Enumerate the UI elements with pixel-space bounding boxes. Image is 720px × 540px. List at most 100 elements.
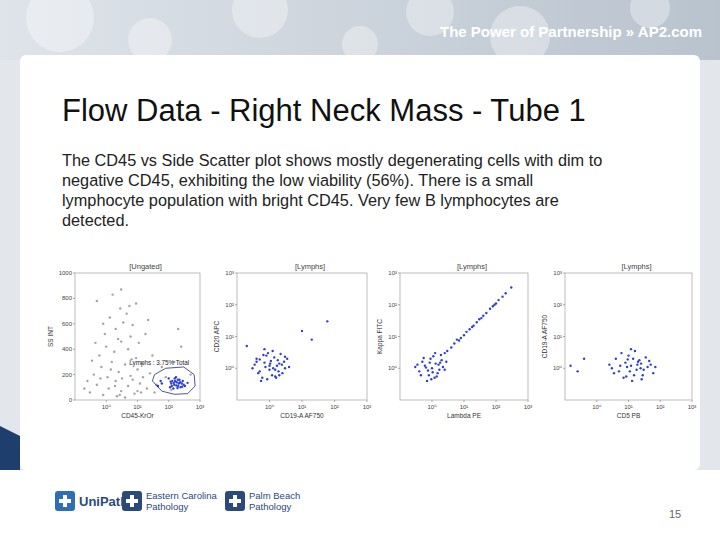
event-point bbox=[94, 342, 96, 344]
event-point bbox=[301, 330, 303, 332]
event-point bbox=[122, 321, 124, 323]
event-point bbox=[102, 394, 104, 396]
event-point bbox=[453, 342, 455, 344]
event-point bbox=[440, 354, 442, 356]
y-tick bbox=[398, 368, 400, 369]
y-tick-label: 10¹ bbox=[388, 334, 397, 340]
plot-3: 10⁰10¹10²10³10⁰10¹10²10³[Lymphs]Lambda P… bbox=[376, 262, 533, 419]
event-point bbox=[445, 361, 447, 363]
event-point bbox=[255, 361, 257, 363]
event-point bbox=[625, 375, 627, 377]
event-point bbox=[272, 367, 274, 369]
event-point bbox=[93, 373, 95, 375]
event-point bbox=[652, 372, 654, 374]
event-point bbox=[276, 365, 278, 367]
event-point bbox=[270, 360, 272, 362]
event-point bbox=[91, 359, 93, 361]
event-point bbox=[569, 365, 571, 367]
event-point bbox=[119, 394, 121, 396]
event-point bbox=[173, 382, 175, 384]
event-point bbox=[100, 366, 102, 368]
event-point bbox=[274, 375, 276, 377]
event-point bbox=[640, 362, 642, 364]
y-tick-label: 10¹ bbox=[225, 334, 234, 340]
event-point bbox=[274, 369, 276, 371]
event-point bbox=[114, 385, 116, 387]
event-point bbox=[259, 358, 261, 360]
event-point bbox=[429, 361, 431, 363]
y-tick bbox=[73, 298, 75, 299]
event-point bbox=[271, 350, 273, 352]
event-point bbox=[476, 321, 478, 323]
event-point bbox=[311, 338, 313, 340]
y-tick-label: 1000 bbox=[59, 270, 73, 276]
y-tick bbox=[398, 336, 400, 337]
x-tick-label: 10⁰ bbox=[265, 404, 275, 410]
y-tick-label: 10³ bbox=[225, 270, 234, 276]
event-point bbox=[613, 372, 615, 374]
event-point bbox=[444, 369, 446, 371]
event-point bbox=[425, 366, 427, 368]
tagline: The Power of Partnership » AP2.com bbox=[440, 23, 702, 40]
event-point bbox=[416, 363, 418, 365]
event-point bbox=[161, 366, 163, 368]
slide-title: Flow Data - Right Neck Mass - Tube 1 bbox=[62, 93, 586, 128]
event-point bbox=[468, 328, 470, 330]
event-point bbox=[133, 392, 135, 394]
event-point bbox=[284, 367, 286, 369]
y-tick bbox=[73, 323, 75, 324]
points bbox=[246, 320, 329, 382]
event-point bbox=[649, 363, 651, 365]
event-point bbox=[460, 337, 462, 339]
event-point bbox=[186, 382, 188, 384]
event-point bbox=[426, 380, 428, 382]
x-tick-label: 10³ bbox=[688, 404, 697, 410]
event-point bbox=[583, 357, 585, 359]
event-point bbox=[139, 382, 141, 384]
event-point bbox=[268, 365, 270, 367]
x-tick-label: 10² bbox=[330, 404, 339, 410]
event-point bbox=[510, 286, 512, 288]
event-point bbox=[434, 352, 436, 354]
event-point bbox=[135, 302, 137, 304]
event-point bbox=[96, 384, 98, 386]
plot-frame bbox=[75, 273, 200, 400]
y-tick bbox=[235, 273, 237, 274]
event-point bbox=[283, 361, 285, 363]
event-point bbox=[635, 369, 637, 371]
event-point bbox=[633, 374, 635, 376]
event-point bbox=[151, 354, 153, 356]
y-tick bbox=[73, 400, 75, 401]
event-point bbox=[182, 380, 184, 382]
event-point bbox=[418, 370, 420, 372]
x-tick bbox=[269, 400, 270, 402]
event-point bbox=[153, 391, 155, 393]
x-tick bbox=[137, 400, 138, 402]
event-point bbox=[629, 370, 631, 372]
event-point bbox=[627, 354, 629, 356]
x-tick bbox=[302, 400, 303, 402]
header-circle bbox=[26, 0, 94, 52]
x-axis-label: Lambda PE bbox=[447, 412, 482, 419]
event-point bbox=[98, 354, 100, 356]
event-point bbox=[251, 367, 253, 369]
y-axis-label: CD20 APC bbox=[213, 320, 220, 352]
event-point bbox=[420, 374, 422, 376]
event-point bbox=[440, 359, 442, 361]
event-point bbox=[106, 376, 108, 378]
event-point bbox=[124, 396, 126, 398]
y-tick-label: 800 bbox=[62, 295, 73, 301]
event-point bbox=[620, 352, 622, 354]
event-point bbox=[120, 390, 122, 392]
event-point bbox=[120, 288, 122, 290]
event-point bbox=[646, 366, 648, 368]
event-point bbox=[263, 348, 265, 350]
event-point bbox=[480, 317, 482, 319]
event-point bbox=[127, 385, 129, 387]
event-point bbox=[428, 374, 430, 376]
x-tick-label: 10¹ bbox=[460, 404, 469, 410]
event-point bbox=[493, 304, 495, 306]
event-point bbox=[471, 326, 473, 328]
y-tick bbox=[398, 304, 400, 305]
event-point bbox=[482, 315, 484, 317]
